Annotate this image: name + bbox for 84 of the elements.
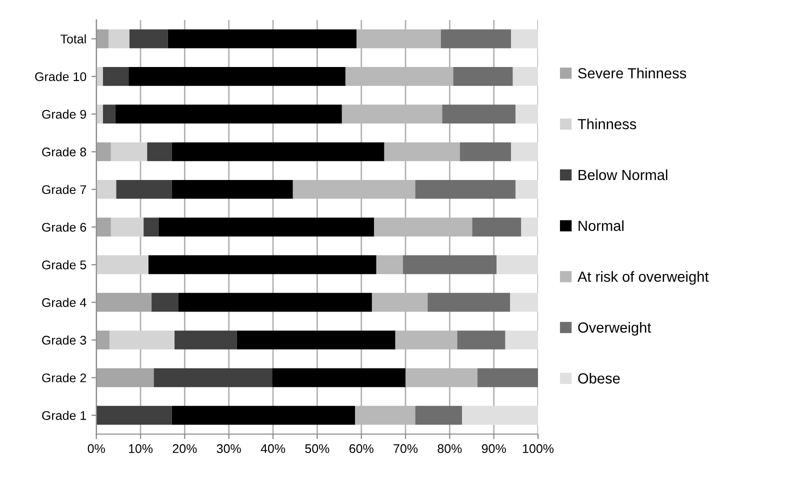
bar [144,218,159,236]
bar [110,142,148,162]
x-tick-label: 90% [482,444,506,454]
bar [108,29,130,48]
bar [110,218,144,236]
y-tick-label: Grade 4 [42,298,86,307]
y-tick-label: Grade 7 [42,184,86,194]
bar [96,142,111,162]
legend-label: Below Normal [578,169,668,180]
bar [515,180,538,199]
legend-label: Thinness [578,118,636,130]
bar [172,180,293,199]
bar [505,330,538,350]
bar [172,142,384,162]
bar [515,104,538,124]
bar [512,67,538,86]
bar [415,406,462,425]
y-tick-label: Grade 1 [42,410,86,420]
bar [521,218,538,236]
bar [154,368,272,388]
bar [236,330,396,350]
bar [152,292,179,312]
legend-label: Normal [578,220,624,231]
bar [376,255,403,274]
bar [472,218,522,236]
y-tick-label: Grade 6 [42,222,86,232]
legend-label: Obese [578,372,620,384]
bar [102,67,129,86]
bar [168,29,356,48]
y-tick-label: Grade 8 [42,147,86,156]
bar [442,104,516,124]
x-tick-label: 60% [349,444,374,454]
bar [174,330,237,350]
bar [96,67,103,86]
bar [511,142,538,162]
x-tick-label: 20% [172,444,197,454]
x-tick-label: 70% [394,444,418,454]
bar [110,330,175,350]
y-tick-label: Grade 9 [42,110,86,119]
bar [428,292,510,312]
bar [460,142,512,162]
bar [96,180,116,199]
bar [415,180,516,199]
bar [128,67,346,86]
bar [511,29,538,48]
bar [453,67,513,86]
bar [96,330,110,350]
bar [96,255,148,274]
bar [129,29,168,48]
x-tick-label: 0% [88,444,105,454]
x-tick-label: 40% [260,444,286,454]
y-tick-label: Total [60,34,86,44]
y-tick-label: Grade 3 [42,335,86,345]
bar [462,406,538,425]
bar [496,255,538,274]
bar [116,180,172,199]
legend-label: Overweight [578,322,652,336]
bar [147,142,172,162]
bar [96,104,103,124]
bar [102,104,116,124]
bar [115,104,342,124]
x-tick-label: 80% [438,444,462,454]
bar [440,29,512,48]
x-tick-label: 10% [128,444,153,454]
x-tick-label: 30% [216,444,241,454]
bar [272,368,406,388]
bar [478,368,538,388]
bar [172,406,356,425]
bar [148,255,376,274]
legend-label: At risk of overweight [578,271,709,285]
y-tick-label: Grade 5 [42,260,86,270]
bar [402,255,496,274]
bar [96,29,109,48]
x-tick-label: 50% [305,444,330,454]
bar [96,218,111,236]
x-tick-label: 100% [522,444,554,454]
bar [158,218,374,236]
bar [510,292,538,312]
bar [457,330,506,350]
y-tick-label: Grade 2 [42,373,86,382]
bar [96,406,172,425]
bar [178,292,372,312]
y-tick-label: Grade 10 [35,72,86,82]
legend-label: Severe Thinness [578,68,686,78]
